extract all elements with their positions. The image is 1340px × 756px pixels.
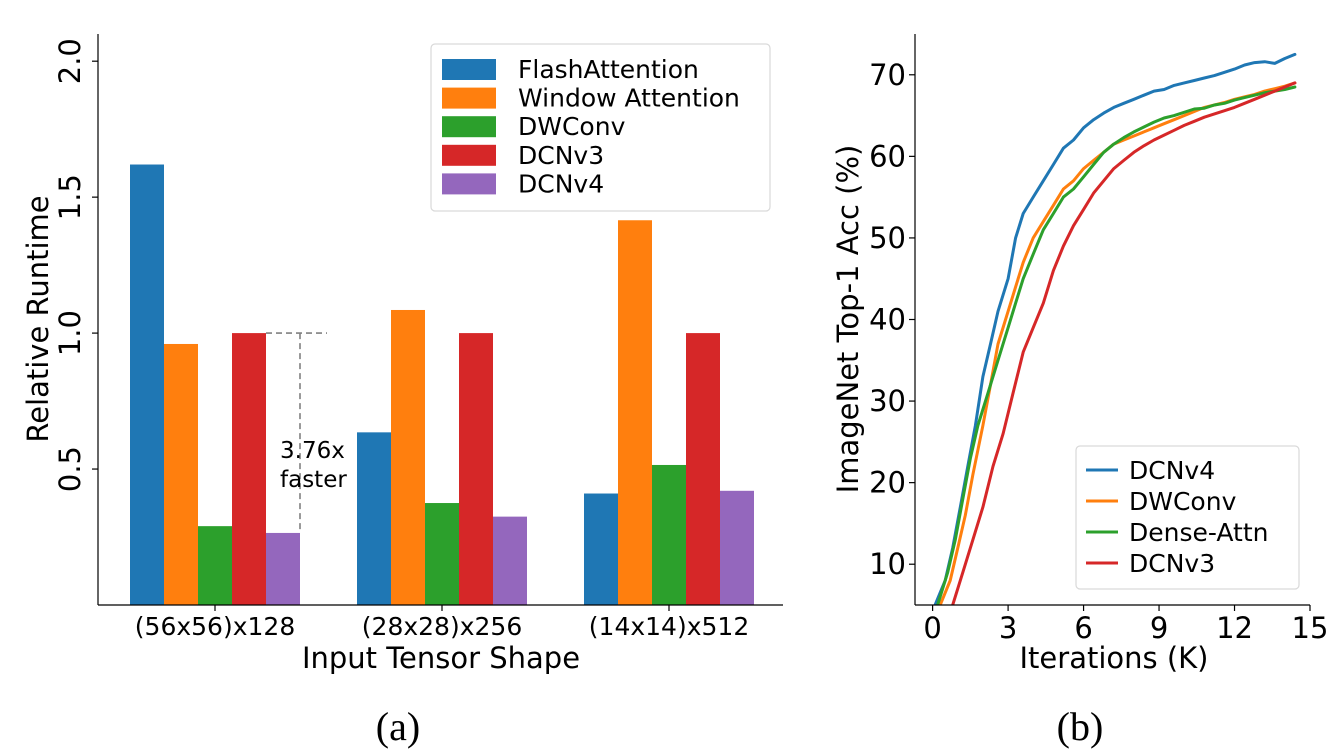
y-tick-label: 10: [869, 547, 906, 581]
legend-label: DCNv4: [1129, 456, 1215, 485]
bar-dwconv-2: [425, 503, 459, 605]
bar-dcnv3-2: [459, 333, 493, 605]
y-tick-label: 0.5: [53, 446, 87, 492]
x-tick-label: 0: [923, 611, 941, 645]
legend-label: Dense-Attn: [1129, 518, 1268, 547]
lines-group: [933, 52, 1297, 605]
bar-flashattention-1: [130, 164, 164, 605]
bar-dcnv4-1: [266, 532, 300, 605]
legend-box: [1075, 445, 1300, 590]
y-tick-label: 30: [869, 384, 906, 418]
x-tick-label: (14x14)x512: [589, 612, 749, 641]
x-tick-label: 6: [1074, 611, 1092, 645]
x-axis-label: Input Tensor Shape: [302, 641, 580, 675]
y-tick-label: 1.5: [53, 174, 87, 220]
bar-dcnv3-1: [232, 333, 266, 605]
legend-swatch: [442, 87, 496, 109]
bar-dcnv4-3: [720, 490, 754, 605]
legend-label: DCNv4: [518, 169, 604, 198]
annotation-line1: 3.76x: [280, 438, 345, 464]
legend-label: DWConv: [518, 112, 626, 141]
y-ticks: 10 20 30 40 50 60 70: [869, 58, 915, 581]
x-tick-label: (28x28)x256: [362, 612, 522, 641]
legend-label: FlashAttention: [518, 55, 699, 84]
caption-a: (a): [376, 704, 420, 749]
legend-label: Window Attention: [518, 84, 740, 113]
bar-dwconv-3: [652, 464, 686, 605]
legend-label: DCNv3: [518, 141, 604, 170]
x-ticks: 0 3 6 9 12 15: [923, 605, 1328, 645]
legend-label: DWConv: [1129, 487, 1237, 516]
y-axis-label: ImageNet Top-1 Acc (%): [831, 145, 865, 494]
y-tick-label: 1.0: [53, 310, 87, 356]
x-tick-label: 15: [1292, 611, 1329, 645]
y-tick-label: 60: [869, 139, 906, 173]
line-dcnv3: [951, 81, 1297, 605]
legend-swatch: [442, 59, 496, 80]
x-tick-label: 3: [999, 611, 1017, 645]
legend-swatch: [442, 173, 496, 195]
legend-swatch: [442, 116, 496, 138]
bar-window-attention-2: [391, 309, 425, 605]
bar-flashattention-2: [357, 432, 391, 605]
x-ticks: (56x56)x128 (28x28)x256 (14x14)x512: [135, 605, 749, 641]
y-tick-label: 2.0: [53, 38, 87, 84]
bar-dwconv-1: [198, 526, 232, 605]
line-dense-attn: [936, 85, 1297, 605]
x-tick-label: (56x56)x128: [135, 612, 295, 641]
bar-dcnv4-2: [493, 516, 527, 605]
panel-b-line-chart: 10 20 30 40 50 60 70 0 3 6 9 12 15 Iterations (K) I…: [831, 34, 1328, 749]
bar-flashattention-3: [584, 493, 618, 605]
bar-dcnv3-3: [686, 333, 720, 605]
x-tick-label: 12: [1216, 611, 1253, 645]
legend-box: [430, 43, 771, 212]
y-tick-label: 70: [869, 58, 906, 92]
caption-b: (b): [1057, 704, 1104, 749]
annotation-line2: faster: [280, 467, 347, 493]
y-tick-label: 50: [869, 221, 906, 255]
legend-label: DCNv3: [1129, 549, 1215, 578]
bar-window-attention-3: [618, 220, 652, 605]
line-dcnv4: [933, 52, 1297, 605]
y-tick-label: 40: [869, 303, 906, 337]
panel-a-bar-chart: 3.76x faster 0.5 1.0 1.5 2.0 (56x56)x128 (28…: [21, 34, 783, 749]
speedup-annotation: 3.76x faster: [266, 332, 347, 533]
y-tick-label: 20: [869, 466, 906, 500]
legend-swatch: [442, 144, 496, 166]
y-axis-label: Relative Runtime: [21, 195, 55, 442]
bar-window-attention-1: [164, 343, 198, 605]
x-axis-label: Iterations (K): [1020, 641, 1209, 675]
x-tick-label: 9: [1150, 611, 1168, 645]
y-ticks: 0.5 1.0 1.5 2.0: [53, 38, 98, 492]
bars-group: [130, 164, 754, 605]
